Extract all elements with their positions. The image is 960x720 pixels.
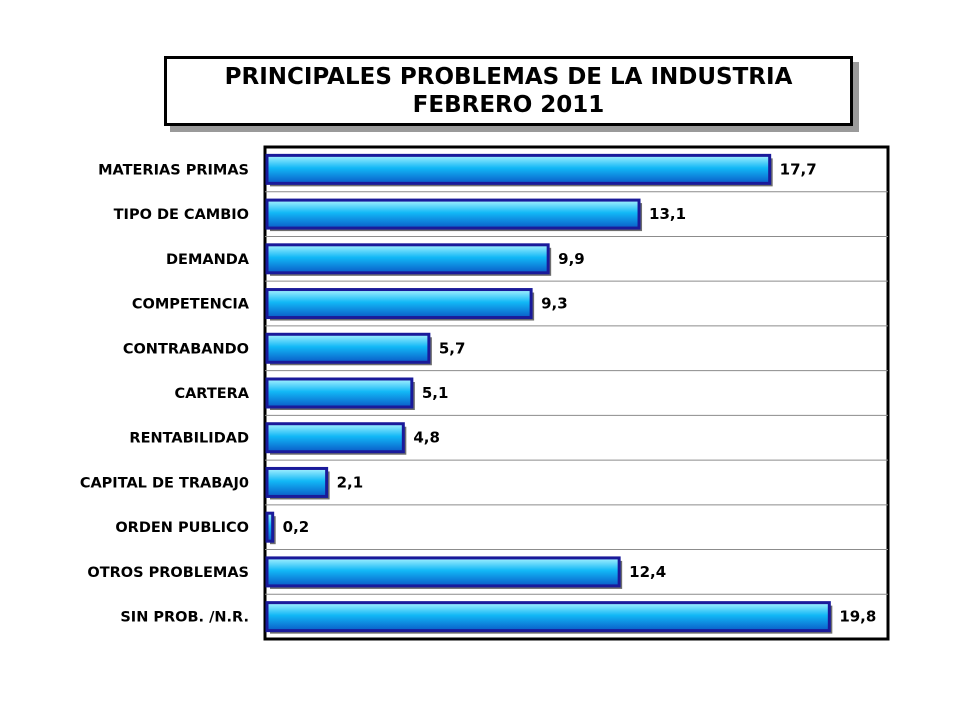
category-label: MATERIAS PRIMAS — [98, 162, 249, 178]
category-label: TIPO DE CAMBIO — [114, 207, 249, 223]
data-label: 12,4 — [629, 563, 666, 581]
data-label: 5,1 — [422, 384, 449, 402]
bar — [265, 511, 275, 543]
data-label: 2,1 — [337, 473, 364, 491]
bar — [265, 556, 621, 588]
bar — [265, 601, 831, 633]
plot-area-frame — [263, 145, 890, 641]
bars — [265, 153, 833, 634]
bar — [265, 288, 533, 320]
bar — [265, 243, 550, 275]
category-label: COMPETENCIA — [132, 297, 250, 313]
chart-title-line-2: FEBRERO 2011 — [412, 92, 605, 118]
bar — [265, 466, 329, 498]
data-label: 0,2 — [283, 518, 310, 536]
category-labels: MATERIAS PRIMAS TIPO DE CAMBIO DEMANDA COMP… — [80, 162, 250, 625]
category-label: CAPITAL DE TRABAJ0 — [80, 475, 249, 491]
category-label: RENTABILIDAD — [129, 431, 249, 447]
gridlines — [265, 191, 888, 595]
category-label: OTROS PROBLEMAS — [87, 565, 249, 581]
category-label: ORDEN PUBLICO — [115, 520, 249, 536]
bar — [265, 153, 772, 185]
bar — [265, 332, 431, 364]
category-label: CARTERA — [174, 386, 249, 402]
chart-title-box: PRINCIPALES PROBLEMAS DE LA INDUSTRIA FE… — [164, 56, 853, 126]
data-label: 5,7 — [439, 339, 466, 357]
category-label: DEMANDA — [166, 252, 250, 268]
data-label: 9,3 — [541, 295, 568, 313]
data-label: 9,9 — [558, 250, 585, 268]
category-label: SIN PROB. /N.R. — [120, 610, 249, 626]
chart-title-line-1: PRINCIPALES PROBLEMAS DE LA INDUSTRIA — [224, 64, 793, 90]
category-label: CONTRABANDO — [123, 341, 249, 357]
bar — [265, 198, 641, 230]
data-label: 4,8 — [413, 429, 440, 447]
data-label: 13,1 — [649, 205, 686, 223]
data-label: 19,8 — [839, 608, 876, 626]
data-label: 17,7 — [780, 160, 817, 178]
bar — [265, 377, 414, 409]
value-labels: 17,7 13,1 9,9 9,3 5,7 5,1 4,8 2,1 0,2 12,4 19,8 — [283, 160, 877, 625]
bar — [265, 422, 405, 454]
